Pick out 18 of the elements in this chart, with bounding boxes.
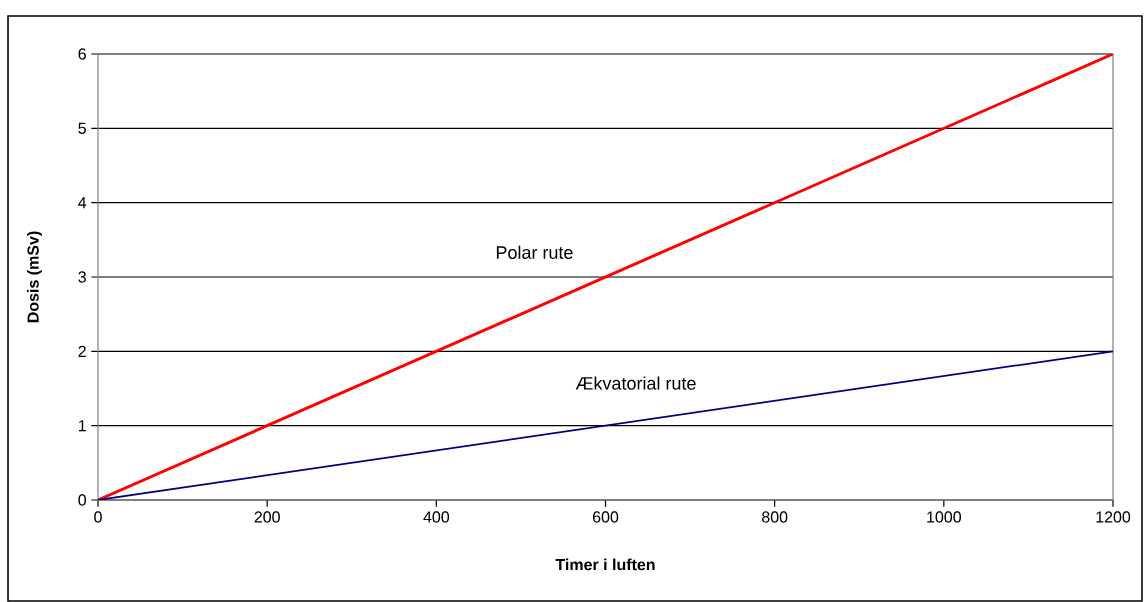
- x-tick-label: 400: [423, 511, 450, 523]
- y-axis-title: Dosis (mSv): [27, 231, 42, 323]
- x-tick-label: 1200: [1096, 511, 1131, 523]
- y-tick-label: 1: [78, 420, 86, 432]
- y-tick-label: 5: [78, 122, 86, 134]
- y-tick-label: 2: [78, 345, 86, 357]
- x-axis-title: Timer i luften: [555, 558, 655, 571]
- series-label: Ækvatorial rute: [575, 376, 696, 390]
- y-tick-label: 6: [78, 48, 86, 60]
- x-tick-label: 0: [94, 511, 102, 523]
- y-tick-label: 0: [78, 494, 87, 506]
- x-tick-label: 600: [592, 511, 619, 523]
- x-tick-label: 1000: [927, 511, 962, 523]
- series-label: Polar rute: [496, 245, 573, 259]
- y-tick-label: 3: [78, 271, 86, 283]
- x-tick-label: 200: [254, 511, 280, 523]
- x-tick-label: 800: [762, 511, 788, 523]
- y-tick-label: 4: [78, 197, 87, 209]
